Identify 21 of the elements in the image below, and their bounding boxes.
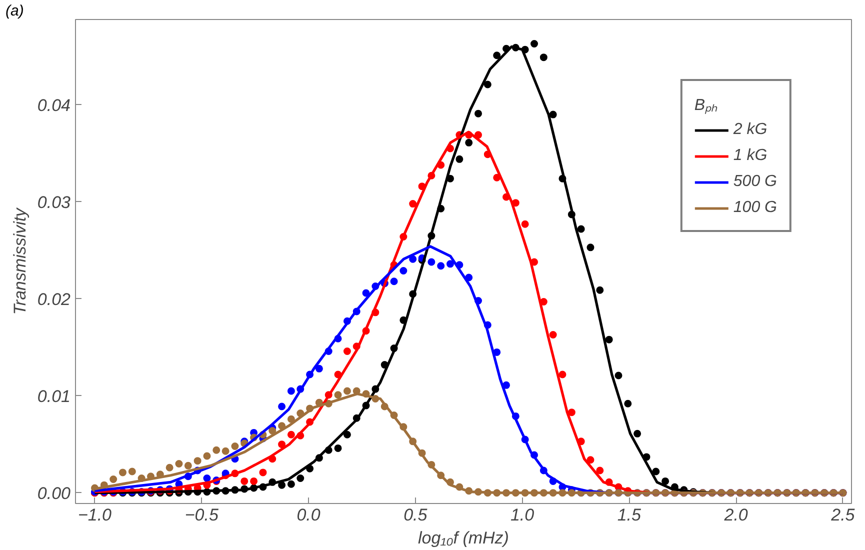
y-tick-label: 0.02 (37, 290, 72, 309)
x-axis-title: log₁₀f (mHz) (418, 528, 509, 548)
y-tick-label: 0.04 (37, 96, 71, 115)
x-tick-label: 2.0 (723, 506, 748, 524)
x-tick-label: 1.0 (510, 506, 535, 524)
legend-label: 100 G (733, 199, 777, 217)
x-tick-label: 0.5 (404, 506, 428, 524)
y-tick-label: 0.03 (37, 192, 72, 212)
x-tick-label: 2.5 (830, 506, 856, 524)
y-tick-label: 0.00 (37, 484, 72, 503)
legend-label: 1 kG (733, 147, 768, 165)
y-axis-title: Transmissivity (10, 206, 30, 315)
x-tick-label: 1.5 (617, 506, 642, 524)
chart-title: (a) (6, 2, 24, 20)
x-tick-label: −1.0 (78, 506, 112, 524)
legend-label: 500 G (733, 173, 777, 191)
x-tick-label: 0.0 (296, 506, 321, 524)
y-tick-label: 0.01 (37, 386, 71, 406)
x-tick-label: −0.5 (184, 506, 219, 524)
legend-title: Bₚₕ (694, 96, 718, 115)
legend-label: 2 kG (733, 121, 768, 139)
